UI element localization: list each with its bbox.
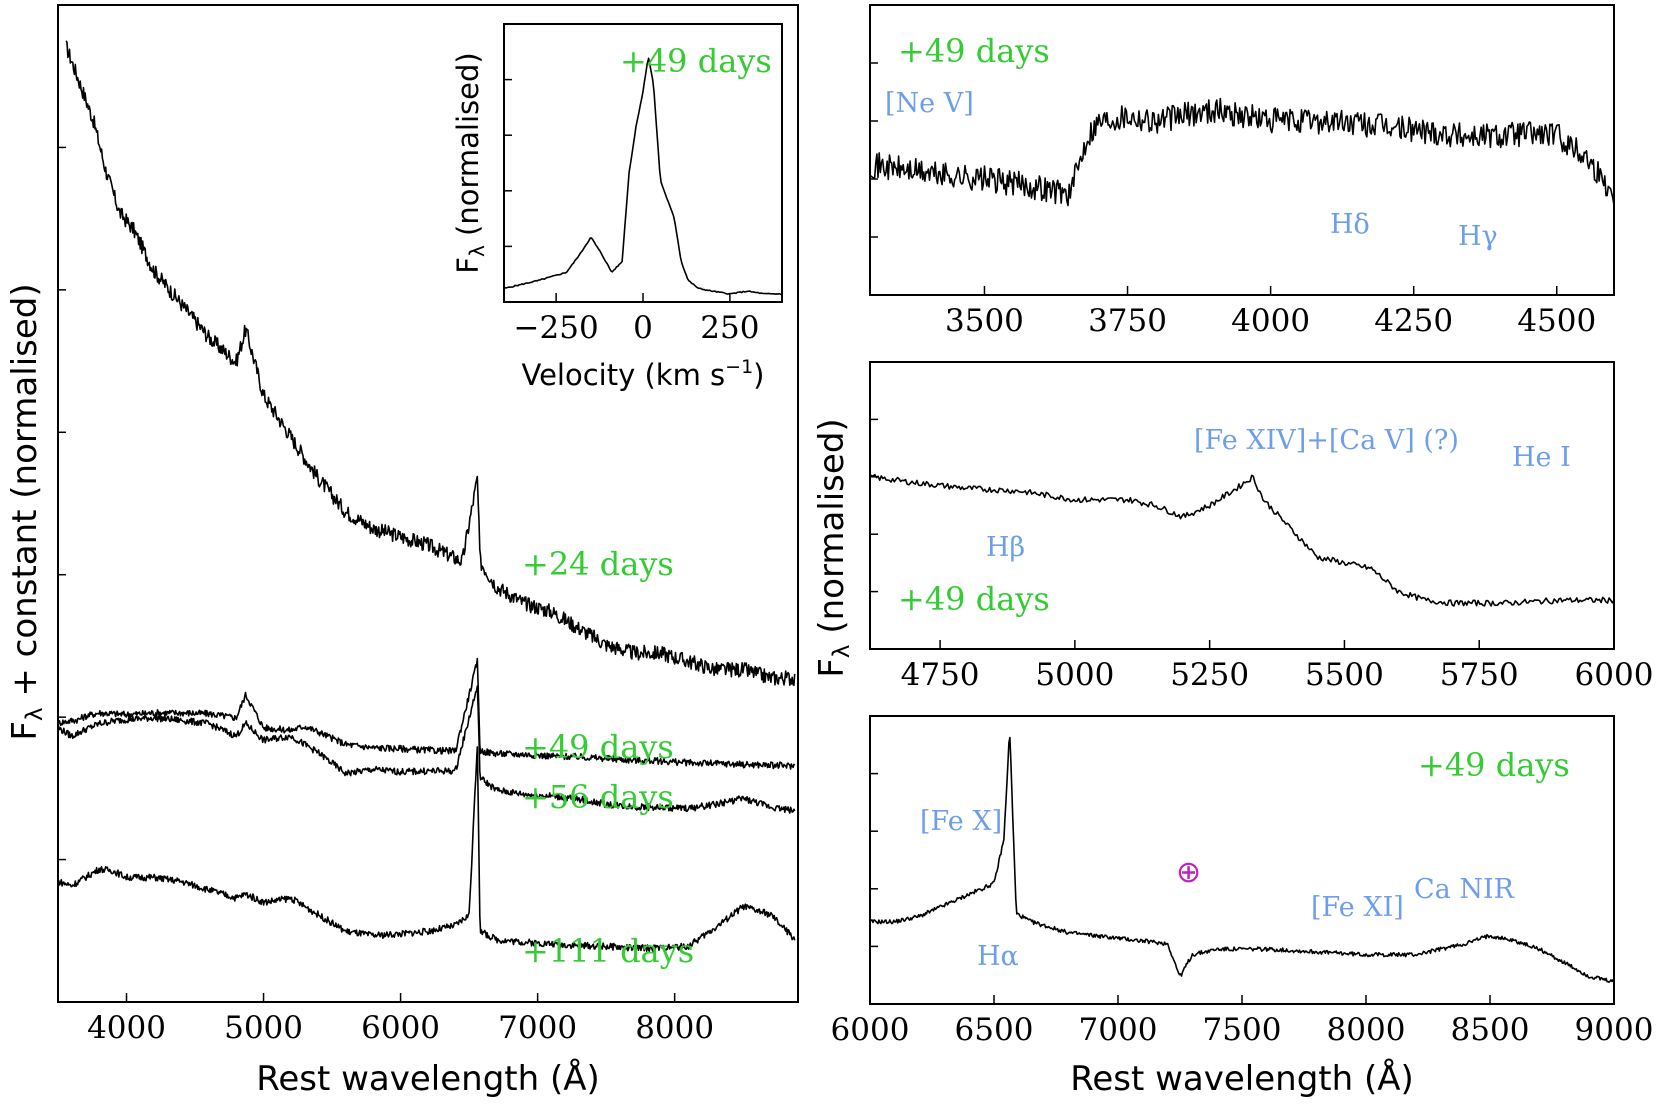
x-tick-label: 8500	[1451, 1012, 1530, 1048]
green-spectra	[869, 473, 1615, 607]
inset-label: +49 days	[620, 42, 772, 80]
x-tick-label: 3500	[945, 303, 1024, 339]
main-label-111: +111 days	[522, 932, 694, 970]
main-plot-frame	[57, 4, 799, 1003]
green-ticks: 4750 5000 5250 5500 5750 6000	[870, 418, 1654, 693]
main-ylabel: Fλ + constant (normalised)	[5, 283, 48, 740]
inset-panel: −250 0 250 +49 days Velocity (km s−1) Fλ (…	[451, 23, 783, 392]
main-xlabel: Rest wavelength (Å)	[256, 1058, 600, 1099]
green-ylabel: Fλ (normalised)	[812, 418, 855, 677]
x-tick-label: 5750	[1440, 657, 1519, 693]
x-tick-label: 5000	[1035, 657, 1114, 693]
x-tick-label: 7000	[1079, 1012, 1158, 1048]
line-id-h-alpha: Hα	[977, 941, 1019, 972]
inset-ylabel: Fλ (normalised)	[451, 52, 489, 273]
main-spectrum-56-days	[57, 685, 796, 814]
x-tick-label: 7000	[498, 1010, 577, 1046]
red-ticks: 6000 6500 7000 7500 8000 8500 9000	[831, 772, 1654, 1048]
line-id-ne-v: [Ne V]	[885, 88, 974, 119]
x-tick-label: 5500	[1305, 657, 1384, 693]
x-tick-label: 7500	[1203, 1012, 1282, 1048]
x-tick-label: 0	[633, 310, 653, 346]
main-spectrum-49-days	[57, 657, 796, 770]
green-label: +49 days	[898, 580, 1050, 618]
x-tick-label: 6000	[361, 1010, 440, 1046]
line-id-fe-xi: [Fe XI]	[1311, 892, 1404, 923]
blue-plot-frame	[869, 4, 1615, 296]
main-panel: 4000 5000 6000 7000 8000 +24 days +49 days +…	[5, 4, 799, 1099]
line-id-ca-nir: Ca NIR	[1414, 874, 1515, 905]
blue-label: +49 days	[898, 32, 1050, 70]
x-tick-label: 4750	[901, 657, 980, 693]
x-tick-label: 250	[700, 310, 759, 346]
x-tick-label: 4250	[1374, 303, 1453, 339]
inset-spectrum	[503, 57, 783, 296]
main-label-49: +49 days	[522, 728, 674, 766]
x-tick-label: 6500	[955, 1012, 1034, 1048]
blue-ticks: 3500 3750 4000 4250 4500	[870, 62, 1596, 339]
telluric-symbol: ⊕	[1176, 855, 1201, 890]
blue-spectra	[869, 97, 1615, 207]
main-spectra	[57, 40, 796, 953]
line-id-fe-xiv-ca-v: [Fe XIV]+[Ca V] (?)	[1194, 425, 1459, 456]
line-id-he-i: He I	[1512, 442, 1571, 473]
blue-panel: 3500 3750 4000 4250 4500 +49 days [Ne V] Hδ …	[869, 4, 1615, 339]
x-tick-label: 8000	[635, 1010, 714, 1046]
red-spectra	[869, 736, 1615, 983]
x-tick-label: 6000	[1575, 657, 1654, 693]
main-spectrum-111-days	[57, 746, 796, 953]
main-spectrum-24-days	[65, 40, 796, 687]
inset-ticks: −250 0 250	[504, 78, 759, 346]
green-panel: 4750 5000 5250 5500 5750 6000 +49 days Hβ [Fe…	[812, 361, 1654, 693]
x-tick-label: 5000	[224, 1010, 303, 1046]
x-tick-label: 6000	[831, 1012, 910, 1048]
blue-spectrum	[869, 97, 1615, 207]
line-id-h-gamma: Hγ	[1458, 221, 1498, 252]
x-tick-label: 3750	[1088, 303, 1167, 339]
red-label: +49 days	[1418, 746, 1570, 784]
main-label-24: +24 days	[522, 545, 674, 583]
main-ticks: 4000 5000 6000 7000 8000	[58, 146, 714, 1046]
line-id-h-beta: Hβ	[986, 532, 1025, 563]
green-plot-frame	[869, 361, 1615, 650]
inset-spectra	[503, 57, 783, 296]
red-xlabel: Rest wavelength (Å)	[1070, 1058, 1414, 1099]
x-tick-label: 4000	[87, 1010, 166, 1046]
x-tick-label: 4000	[1231, 303, 1310, 339]
red-panel: 6000 6500 7000 7500 8000 8500 9000 +49 days [F…	[831, 715, 1654, 1099]
x-tick-label: −250	[514, 310, 599, 346]
line-id-h-delta: Hδ	[1330, 209, 1370, 240]
main-label-56: +56 days	[522, 778, 674, 816]
x-tick-label: 5250	[1170, 657, 1249, 693]
x-tick-label: 4500	[1517, 303, 1596, 339]
x-tick-label: 9000	[1575, 1012, 1654, 1048]
green-spectrum	[869, 473, 1615, 607]
inset-xlabel: Velocity (km s−1)	[521, 356, 764, 392]
red-spectrum	[869, 736, 1615, 983]
x-tick-label: 8000	[1327, 1012, 1406, 1048]
line-id-fe-x: [Fe X]	[920, 806, 1002, 837]
